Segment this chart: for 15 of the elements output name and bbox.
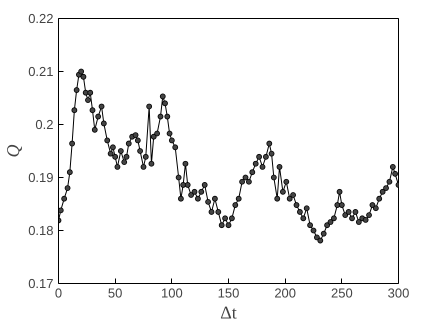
y-tick-label: 0.21 [28, 64, 54, 79]
y-axis-title: Q [3, 144, 24, 158]
x-tick-label: 150 [218, 286, 240, 300]
x-tick-label: 50 [108, 286, 122, 300]
x-tick-label: 300 [388, 286, 410, 300]
y-tick-label: 0.22 [28, 11, 54, 26]
x-tick-label: 250 [330, 286, 353, 300]
y-tick-label: 0.19 [28, 170, 54, 185]
x-tick-label: 0 [54, 286, 62, 300]
x-tick-label: 200 [274, 286, 296, 300]
y-tick-label: 0.18 [28, 223, 54, 238]
x-axis-title: Δt [220, 302, 237, 322]
y-tick-label: 0.17 [28, 276, 54, 291]
x-tick-label: 100 [160, 286, 183, 300]
y-tick-label: 0.2 [35, 117, 54, 132]
